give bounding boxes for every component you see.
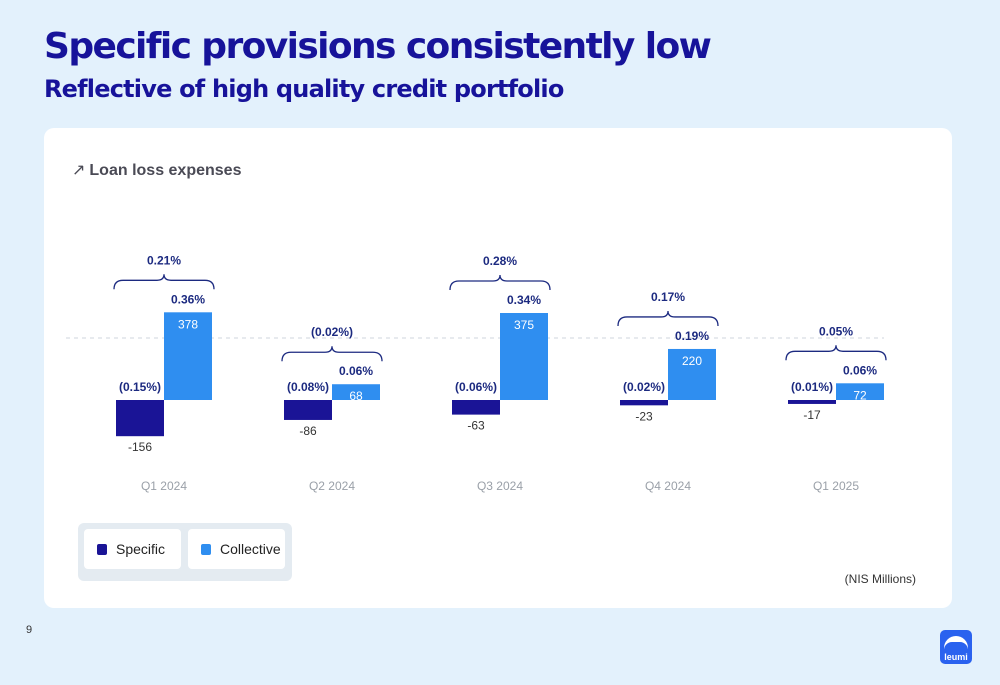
bar-collective: [668, 348, 716, 400]
legend-swatch-collective: [201, 543, 211, 555]
bar-collective-value-label: 378: [178, 317, 198, 331]
bar-collective: [332, 384, 380, 400]
chart-heading: ↗ Loan loss expenses: [72, 160, 241, 180]
bar-specific: [788, 400, 836, 404]
bar-specific-value-label: -63: [467, 419, 485, 433]
bar-collective-value-label: 375: [514, 318, 534, 332]
leumi-logo: leumi: [940, 630, 972, 664]
bar-specific-rate-label: (0.02%): [623, 380, 665, 394]
bar-collective-rate-label: 0.34%: [507, 293, 541, 307]
chart-card: ↗ Loan loss expenses -156 (0.15%) 378 0.36% 0…: [44, 128, 952, 608]
bar-collective-rate-label: 0.19%: [675, 329, 709, 343]
group-total-rate-label: 0.17%: [651, 290, 685, 304]
bar-collective: [836, 383, 884, 400]
logo-arc-inner-shape: [944, 642, 968, 650]
legend-item-specific[interactable]: Specific: [84, 529, 181, 569]
legend-swatch-specific: [97, 543, 107, 555]
bar-collective-value-label: 68: [349, 389, 363, 403]
bar-specific-value-label: -86: [299, 424, 317, 438]
bar-specific: [116, 400, 164, 437]
legend-item-collective[interactable]: Collective: [188, 529, 285, 569]
page-subtitle: Reflective of high quality credit portfo…: [44, 75, 564, 103]
page-title: Specific provisions consistently low: [44, 26, 712, 67]
bar-collective-rate-label: 0.06%: [339, 364, 373, 378]
category-label: Q2 2024: [309, 479, 355, 493]
bar-collective-rate-label: 0.36%: [171, 292, 205, 306]
category-label: Q1 2025: [813, 479, 859, 493]
group-brace: [617, 310, 719, 326]
bar-collective-rate-label: 0.06%: [843, 363, 877, 377]
page-number: 9: [26, 624, 33, 636]
units-note: (NIS Millions): [844, 572, 916, 586]
chart-legend: Specific Collective: [78, 523, 292, 581]
group-total-rate-label: (0.02%): [311, 325, 353, 339]
legend-label-specific: Specific: [116, 541, 166, 557]
group-brace: [281, 346, 383, 362]
bar-collective: [500, 313, 548, 400]
logo-text: leumi: [944, 652, 968, 662]
bar-specific: [620, 400, 668, 406]
trend-arrow-icon: ↗: [72, 162, 86, 179]
group-brace: [449, 274, 551, 291]
category-label: Q3 2024: [477, 479, 523, 493]
bar-collective-value-label: 220: [682, 354, 702, 368]
chart-heading-label: Loan loss expenses: [89, 162, 242, 179]
bar-specific: [452, 400, 500, 415]
loan-loss-chart: -156 (0.15%) 378 0.36% 0.21% Q1 2024 -86 (0.08%…: [66, 253, 887, 493]
bar-specific: [284, 400, 332, 420]
bar-specific-rate-label: (0.06%): [455, 380, 497, 394]
bar-collective: [164, 312, 212, 400]
group-total-rate-label: 0.28%: [483, 254, 517, 268]
legend-label-collective: Collective: [220, 541, 281, 557]
bar-specific-rate-label: (0.08%): [287, 380, 329, 394]
bar-specific-rate-label: (0.01%): [791, 380, 833, 394]
bar-collective-value-label: 72: [853, 388, 867, 402]
group-brace: [113, 274, 215, 290]
bar-specific-value-label: -156: [128, 440, 152, 454]
bar-specific-value-label: -23: [635, 409, 653, 423]
bar-specific-value-label: -17: [803, 408, 821, 422]
bar-specific-rate-label: (0.15%): [119, 380, 161, 394]
group-total-rate-label: 0.21%: [147, 253, 181, 267]
category-label: Q1 2024: [141, 479, 187, 493]
group-total-rate-label: 0.05%: [819, 324, 853, 338]
group-brace: [785, 345, 887, 361]
category-label: Q4 2024: [645, 479, 691, 493]
